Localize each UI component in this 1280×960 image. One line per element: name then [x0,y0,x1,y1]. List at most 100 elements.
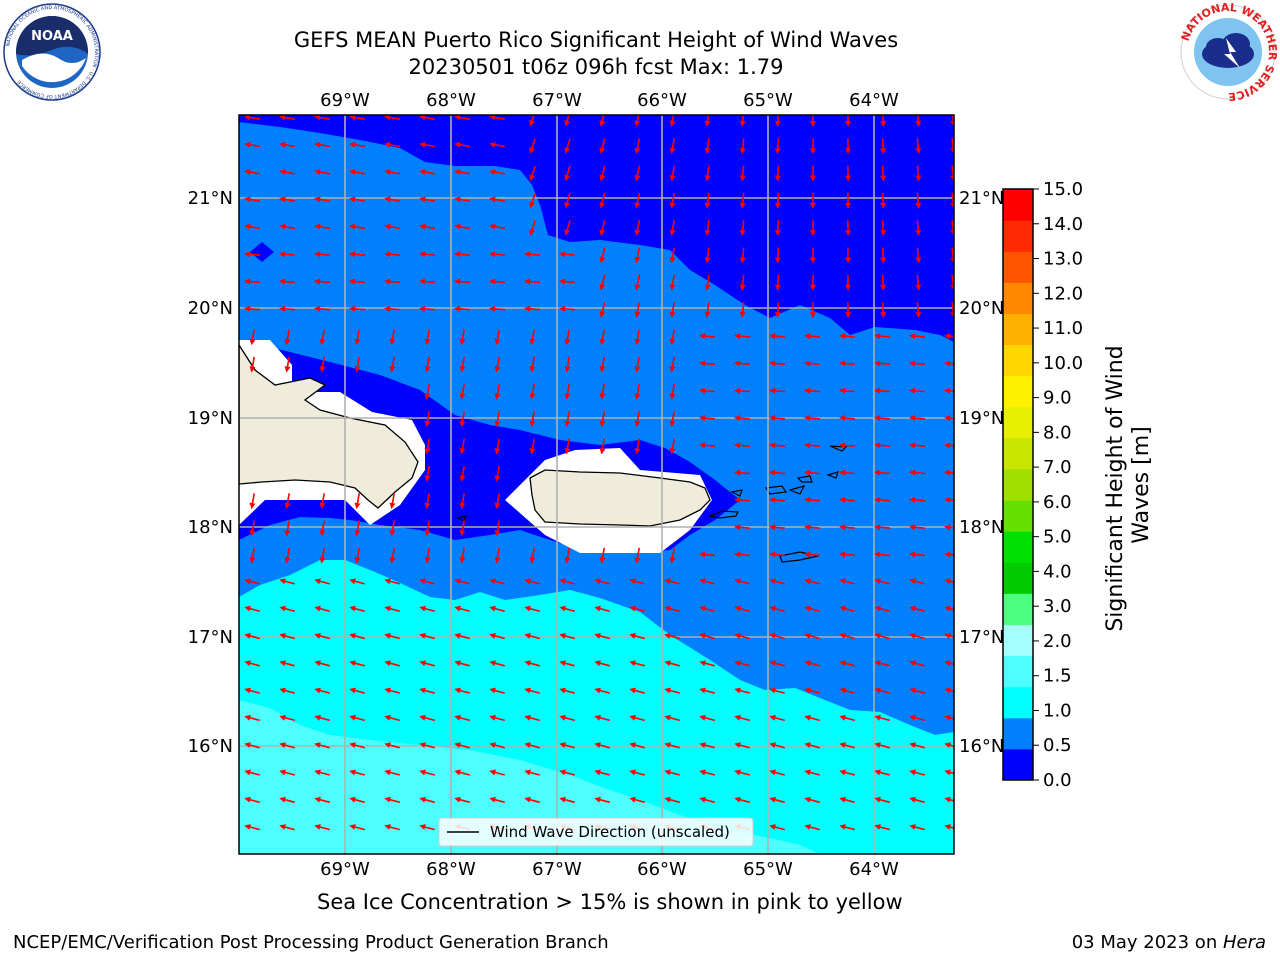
colorbar-swatch [1003,344,1033,377]
colorbar-label: Significant Height of Wind Waves [m] [1103,338,1154,631]
colorbar-swatch [1003,406,1033,439]
wave-arrow [739,192,746,209]
wave-arrow [634,411,641,428]
wave-arrow [944,769,954,776]
wave-arrow [384,578,400,585]
wave-arrow [594,578,610,585]
wave-arrow [489,141,506,148]
wave-arrow [284,493,291,510]
wave-arrow [699,551,716,558]
wave-arrow [734,687,750,694]
lat-label-right: 20°N [959,298,1004,319]
wave-arrow [909,387,926,394]
lat-label-right: 21°N [959,188,1004,209]
wave-arrow [389,356,396,373]
wave-arrow [769,496,786,503]
wave-arrow [319,356,326,373]
wave-arrow [284,356,291,373]
wave-arrow [454,742,470,749]
wave-arrow [734,387,751,394]
wave-arrow [769,633,785,640]
wave-arrow [559,796,575,804]
wave-arrow [524,251,541,258]
wave-arrow [845,165,852,182]
wave-arrow [629,742,645,749]
lat-label-left: 19°N [188,408,233,429]
wave-arrow [839,714,855,722]
wave-arrow [769,469,786,476]
wave-arrow [629,714,645,722]
wave-arrow [419,141,436,148]
wave-arrow [279,714,295,722]
wave-arrow [349,796,365,804]
wave-arrow [314,223,331,230]
wave-arrow [839,551,856,558]
wave-arrow [634,383,641,400]
wave-arrow [279,278,296,285]
wave-arrow [839,824,855,831]
wave-arrow [454,687,470,694]
noaa-logo: NOAA NATIONAL OCEANIC AND ATMOSPHERIC AD… [3,3,101,101]
wave-arrow [845,192,852,209]
wave-arrow [804,496,821,503]
wave-arrow [804,742,820,749]
wave-arrow [564,165,571,182]
wave-arrow [909,415,926,422]
wave-arrow [774,192,781,209]
wave-arrow [704,302,711,319]
wave-arrow [734,469,751,476]
wave-arrow [769,605,785,612]
wave-arrow [524,633,540,640]
wave-arrow [494,356,501,373]
colorbar-tick-label: 10.0 [1043,353,1083,374]
wave-arrow [314,796,330,804]
wave-arrow [384,223,401,230]
wave-arrow [279,769,295,776]
wave-arrow [839,442,856,449]
wave-arrow [704,274,711,291]
wave-arrow [354,493,361,510]
wave-arrow [384,115,401,121]
wave-arrow [249,547,256,564]
wave-arrow [594,660,610,667]
wave-arrow [244,796,260,804]
wave-arrow [244,769,260,776]
wave-arrow [874,578,890,585]
wave-arrow [804,605,820,612]
wave-arrow [769,714,785,722]
wave-arrow [839,742,855,749]
wave-arrow [880,302,887,319]
wave-arrow [314,578,330,585]
wave-arrow [249,356,256,373]
wave-arrow [699,415,716,422]
wave-arrow [634,438,641,455]
wave-arrow [809,302,816,319]
graticule [239,115,954,854]
wave-arrow [489,578,505,585]
colorbar-swatch [1003,437,1033,470]
wave-arrow [915,115,922,127]
colorbar-swatch [1003,189,1033,221]
wave-arrow [839,360,856,367]
wave-arrow [599,547,606,564]
wave-arrow [669,247,676,264]
colorbar-tick-label: 0.0 [1043,770,1072,791]
wave-arrow [599,220,606,236]
wave-arrow [769,442,786,449]
map-field [239,115,954,854]
wave-arrow [454,660,470,667]
wave-arrow [839,769,855,776]
colorbar-tick-label: 7.0 [1043,457,1072,478]
wave-arrow [559,278,576,285]
wave-arrow [599,247,606,264]
wave-arrow [909,687,925,694]
wave-arrow [669,138,676,155]
wave-arrow [524,305,541,312]
wave-arrow [279,115,296,121]
wave-arrow [529,220,536,236]
wave-arrow [774,138,781,155]
wave-arrow [244,824,260,831]
lon-label-bottom: 69°W [320,859,370,880]
wave-arrow [699,605,715,612]
wave-arrow [489,605,505,612]
